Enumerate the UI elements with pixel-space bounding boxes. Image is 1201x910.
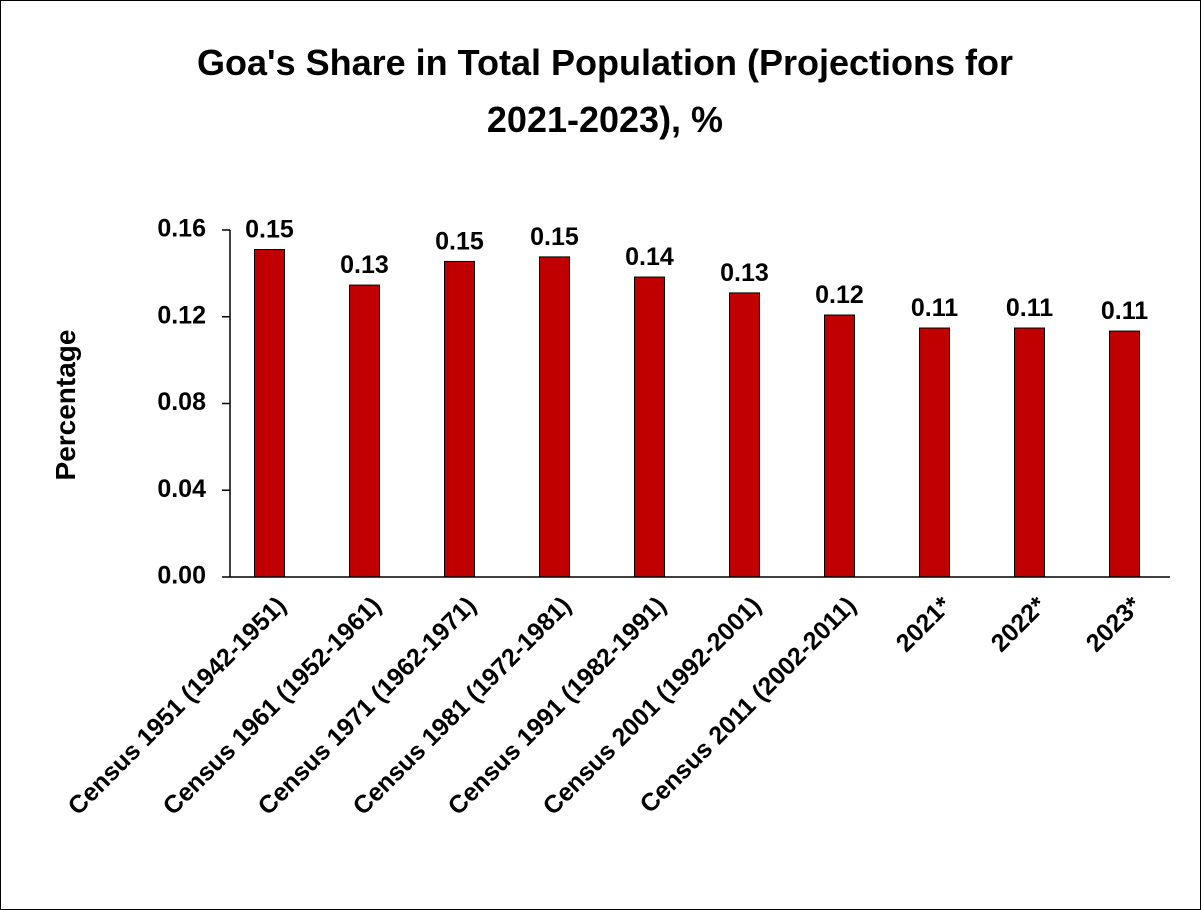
- bar: [349, 284, 380, 578]
- y-axis-label: Percentage: [50, 330, 81, 481]
- bar: [1109, 330, 1140, 578]
- data-label: 0.15: [245, 216, 294, 244]
- x-tick-label: 2021*: [891, 591, 957, 657]
- data-label: 0.12: [815, 281, 864, 309]
- bar: [1014, 327, 1045, 578]
- data-label: 0.13: [340, 251, 389, 279]
- y-tick-label: 0.00: [157, 562, 206, 590]
- bar: [729, 292, 760, 578]
- data-label: 0.15: [530, 223, 579, 251]
- data-label: 0.11: [1006, 294, 1053, 322]
- bar: [444, 260, 475, 578]
- y-tick-label: 0.08: [157, 388, 206, 416]
- data-label: 0.15: [435, 227, 484, 255]
- data-label: 0.14: [625, 243, 674, 271]
- data-label: 0.11: [1101, 297, 1148, 325]
- chart-title: Goa's Share in Total Population (Project…: [197, 42, 1013, 140]
- bar: [824, 314, 855, 578]
- x-tick-label: 2023*: [1081, 591, 1147, 657]
- y-tick-label: 0.16: [157, 215, 206, 243]
- y-tick-label: 0.04: [157, 475, 206, 503]
- data-label: 0.11: [911, 294, 958, 322]
- bar: [254, 249, 285, 578]
- bar: [919, 327, 950, 578]
- bar: [539, 256, 570, 578]
- y-tick-label: 0.12: [157, 301, 206, 329]
- data-label: 0.13: [720, 259, 769, 287]
- bar: [634, 276, 665, 578]
- x-tick-label: 2022*: [986, 591, 1052, 657]
